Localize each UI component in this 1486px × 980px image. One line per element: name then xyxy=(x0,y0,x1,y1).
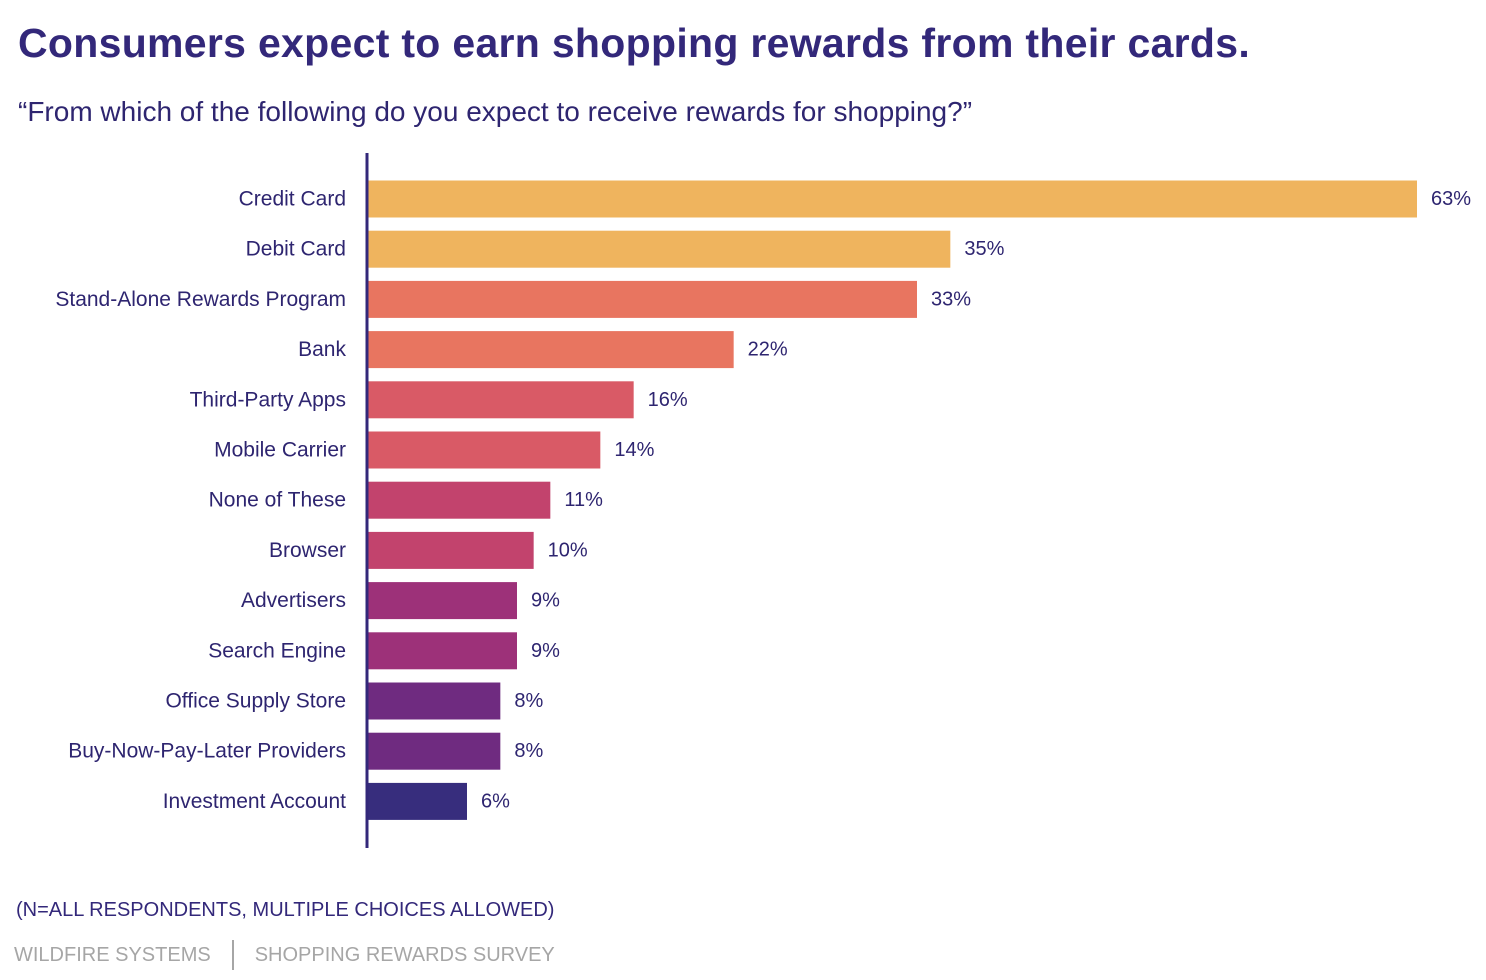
value-label-credit-card: 63% xyxy=(1431,188,1471,210)
category-labels-group: Credit Card Debit Card Stand-Alone Rewards… xyxy=(55,188,346,813)
chart-subtitle: “From which of the following do you expe… xyxy=(18,96,973,127)
bar-mobile-carrier xyxy=(367,431,601,469)
value-label-search-engine: 9% xyxy=(531,640,560,662)
category-label-search-engine: Search Engine xyxy=(208,639,346,662)
category-label-browser: Browser xyxy=(269,539,346,562)
value-labels-group: 63% 35% 33% 22% 16% 14% 11% 10% 9% 9% 8% 8% 6% xyxy=(481,188,1471,812)
category-label-buy-now-pay-later-providers: Buy-Now-Pay-Later Providers xyxy=(68,740,346,763)
category-label-debit-card: Debit Card xyxy=(246,238,346,261)
category-label-credit-card: Credit Card xyxy=(239,188,346,211)
category-label-none-of-these: None of These xyxy=(209,489,346,512)
value-label-bank: 22% xyxy=(748,339,788,361)
value-label-third-party-apps: 16% xyxy=(648,389,688,411)
value-label-stand-alone-rewards-program: 33% xyxy=(931,288,971,310)
category-label-third-party-apps: Third-Party Apps xyxy=(190,388,346,411)
category-label-bank: Bank xyxy=(298,338,346,361)
footer-company: WILDFIRE SYSTEMS xyxy=(14,943,211,966)
bar-none-of-these xyxy=(367,481,551,519)
category-label-mobile-carrier: Mobile Carrier xyxy=(214,439,346,462)
category-label-office-supply-store: Office Supply Store xyxy=(165,690,346,713)
footer: WILDFIRE SYSTEMS SHOPPING REWARDS SURVEY xyxy=(14,940,555,970)
bar-browser xyxy=(367,531,534,569)
bar-advertisers xyxy=(367,582,517,620)
bar-stand-alone-rewards-program xyxy=(367,280,917,318)
footer-survey: SHOPPING REWARDS SURVEY xyxy=(254,943,555,966)
category-label-stand-alone-rewards-program: Stand-Alone Rewards Program xyxy=(55,288,346,311)
bar-debit-card xyxy=(367,230,951,268)
category-label-advertisers: Advertisers xyxy=(241,589,346,612)
chart-title: Consumers expect to earn shopping reward… xyxy=(18,20,1251,66)
respondents-note: (N=ALL RESPONDENTS, MULTIPLE CHOICES ALL… xyxy=(16,899,555,921)
bar-search-engine xyxy=(367,632,517,670)
value-label-browser: 10% xyxy=(548,539,588,561)
bar-chart: Credit Card Debit Card Stand-Alone Rewards… xyxy=(55,153,1471,848)
bar-bank xyxy=(367,331,734,369)
bar-investment-account xyxy=(367,782,467,820)
value-label-advertisers: 9% xyxy=(531,590,560,612)
footer-divider xyxy=(231,940,234,970)
value-label-investment-account: 6% xyxy=(481,790,510,812)
bar-credit-card xyxy=(367,180,1417,218)
category-label-investment-account: Investment Account xyxy=(163,790,346,813)
value-label-none-of-these: 11% xyxy=(564,489,603,511)
value-label-debit-card: 35% xyxy=(964,238,1004,260)
value-label-buy-now-pay-later-providers: 8% xyxy=(514,740,543,762)
value-label-office-supply-store: 8% xyxy=(514,690,543,712)
value-label-mobile-carrier: 14% xyxy=(614,439,654,461)
bar-office-supply-store xyxy=(367,682,501,720)
bar-buy-now-pay-later-providers xyxy=(367,732,501,770)
bar-third-party-apps xyxy=(367,381,634,419)
bars-group xyxy=(367,180,1417,820)
